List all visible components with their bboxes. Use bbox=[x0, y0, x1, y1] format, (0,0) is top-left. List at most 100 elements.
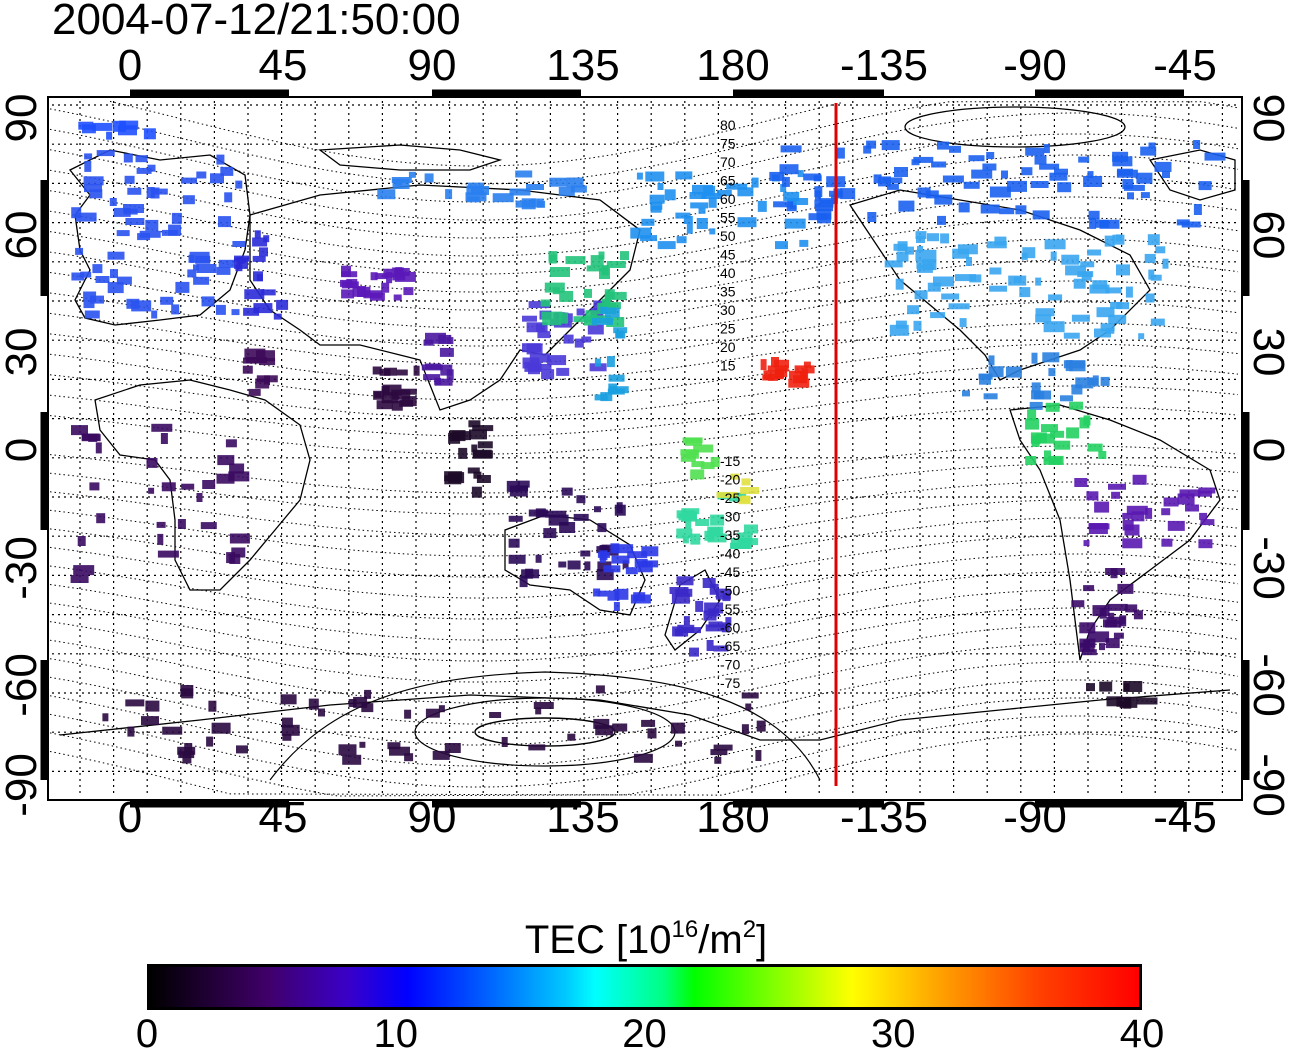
tec-cell-17 bbox=[1167, 520, 1185, 531]
tec-cell-26 bbox=[177, 519, 186, 529]
tec-cell-13 bbox=[1032, 210, 1050, 220]
tec-cell-14 bbox=[895, 320, 907, 329]
tec-cell-14 bbox=[1116, 302, 1130, 310]
contour-label--70: -70 bbox=[720, 657, 740, 673]
tec-cell-0 bbox=[181, 177, 197, 184]
tec-cell-28 bbox=[318, 708, 325, 717]
tec-cell-0 bbox=[84, 160, 92, 172]
tec-cell-28 bbox=[353, 696, 368, 708]
tec-colorbar bbox=[147, 964, 1142, 1010]
tec-cell-13 bbox=[937, 141, 949, 150]
tec-cell-14 bbox=[1106, 327, 1115, 334]
tec-cell-14 bbox=[1022, 247, 1036, 259]
tec-cell-28 bbox=[633, 753, 653, 763]
tec-cell-14 bbox=[915, 231, 927, 240]
tec-cell-17 bbox=[1131, 511, 1145, 522]
tec-cell-0 bbox=[125, 218, 145, 225]
tec-cell-4 bbox=[244, 348, 266, 360]
tec-cell-20 bbox=[627, 551, 648, 559]
tec-cell-0 bbox=[193, 276, 210, 285]
tec-cell-6 bbox=[434, 378, 453, 386]
lon-tick-bottom--90: -90 bbox=[1003, 793, 1067, 842]
tec-cell-0 bbox=[224, 192, 233, 203]
tec-cell-13 bbox=[1193, 140, 1201, 149]
tec-cell-0 bbox=[168, 224, 182, 236]
tec-cell-8 bbox=[553, 321, 572, 328]
tec-cell-28 bbox=[359, 741, 366, 748]
tec-cell-28 bbox=[741, 692, 759, 699]
mag-contour bbox=[49, 217, 1239, 293]
lat-tick-left--30: -30 bbox=[0, 536, 46, 600]
tec-cell-8 bbox=[522, 343, 541, 353]
tec-cell-7 bbox=[468, 420, 481, 428]
south-contour-arc bbox=[269, 671, 821, 781]
tec-cell-18 bbox=[1113, 632, 1124, 639]
tec-cell-10 bbox=[600, 306, 608, 314]
tec-cell-7 bbox=[472, 450, 493, 459]
tec-cell-27 bbox=[77, 536, 86, 546]
tec-cell-20 bbox=[599, 553, 606, 563]
tec-cell-2 bbox=[259, 247, 268, 257]
tec-cell-17 bbox=[1198, 487, 1216, 494]
tec-cell-20 bbox=[607, 590, 620, 601]
tec-cell-12 bbox=[692, 184, 713, 194]
tec-cell-24 bbox=[802, 368, 809, 380]
tec-cell-0 bbox=[131, 300, 152, 312]
tec-cell-15 bbox=[1100, 376, 1110, 386]
tec-cell-13 bbox=[1054, 168, 1068, 175]
tec-cell-3 bbox=[375, 273, 388, 280]
tec-cell-29 bbox=[1136, 697, 1158, 705]
lon-tick-bottom-0: 0 bbox=[117, 793, 143, 842]
tec-cell-23 bbox=[693, 444, 714, 453]
tec-cell-13 bbox=[937, 215, 946, 225]
tec-cell-28 bbox=[425, 708, 440, 718]
tec-cell-26 bbox=[160, 433, 168, 444]
mag-contour bbox=[49, 733, 1239, 796]
tec-cell-14 bbox=[913, 320, 922, 331]
tec-cell-12 bbox=[737, 187, 754, 197]
tec-cell-14 bbox=[1112, 234, 1125, 245]
tec-cell-26 bbox=[228, 471, 250, 482]
tec-cell-10 bbox=[592, 317, 613, 325]
tec-cell-13 bbox=[786, 205, 797, 212]
tec-cell-16 bbox=[1035, 433, 1055, 444]
tec-cell-20 bbox=[593, 588, 601, 597]
tec-world-map: 80 75 70 65 60 55 50 45 40 35 30 25 20 15 -15 -20 -25 -30… bbox=[40, 89, 1250, 808]
tec-cell-13 bbox=[1021, 167, 1033, 176]
tec-cell-8 bbox=[574, 338, 584, 348]
tec-cell-9 bbox=[548, 254, 557, 264]
contour-label-70: 70 bbox=[720, 154, 736, 170]
tec-cell-28 bbox=[281, 724, 300, 736]
lon-tick-top-90: 90 bbox=[407, 41, 457, 90]
tec-cell-21 bbox=[675, 588, 693, 597]
tec-cell-29 bbox=[1123, 681, 1143, 692]
tec-cell-14 bbox=[1147, 234, 1160, 246]
tec-cell-3 bbox=[381, 282, 390, 293]
mag-contour bbox=[49, 697, 1239, 788]
colorbar-tick-10: 10 bbox=[373, 1012, 419, 1056]
tec-cell-0 bbox=[151, 310, 158, 319]
tec-cell-13 bbox=[886, 183, 899, 190]
tec-cell-0 bbox=[89, 189, 103, 199]
tec-cell-25 bbox=[730, 473, 740, 480]
tec-cell-29 bbox=[1086, 683, 1095, 692]
tec-cell-19 bbox=[508, 538, 520, 548]
tec-cell-28 bbox=[282, 733, 292, 741]
tec-cell-13 bbox=[1007, 180, 1027, 192]
tec-cell-19 bbox=[573, 513, 589, 521]
tec-cell-23 bbox=[685, 449, 699, 459]
tec-cell-16 bbox=[1025, 456, 1037, 465]
tec-cell-29 bbox=[1106, 696, 1123, 707]
tec-cell-8 bbox=[528, 368, 540, 375]
tec-cell-20 bbox=[613, 602, 620, 611]
tec-cell-0 bbox=[175, 281, 190, 293]
tec-cell-20 bbox=[611, 555, 630, 564]
tec-cell-29 bbox=[1116, 696, 1132, 707]
tec-cell-13 bbox=[1162, 171, 1170, 178]
tec-cell-24 bbox=[760, 359, 767, 371]
tec-cell-14 bbox=[905, 246, 914, 255]
tec-cell-0 bbox=[135, 155, 148, 163]
tec-cell-19 bbox=[558, 561, 567, 568]
mag-contour bbox=[49, 679, 1239, 767]
tec-cell-14 bbox=[1100, 323, 1115, 332]
